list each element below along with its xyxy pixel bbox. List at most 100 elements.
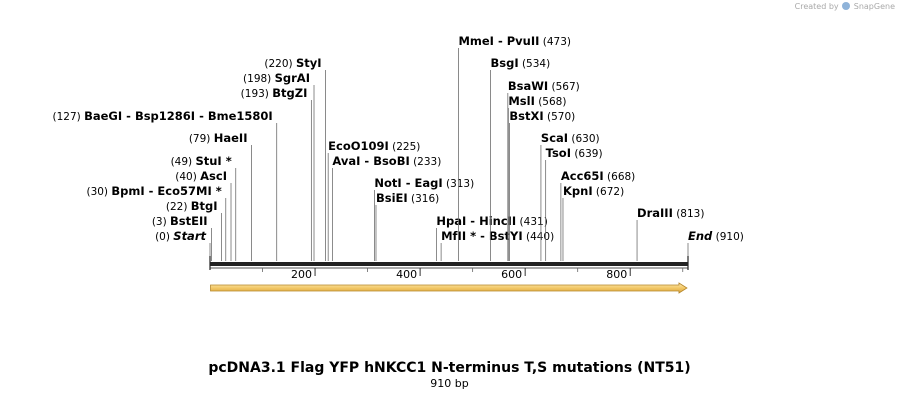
site-count: (639)	[571, 148, 603, 160]
site-bstxi[interactable]: BstXI (570)	[509, 109, 575, 261]
site-name: Eco57MI *	[157, 184, 221, 198]
site-count: (668)	[604, 171, 636, 183]
site-stui[interactable]: (49) StuI *	[171, 154, 237, 261]
site-count: (198)	[243, 73, 275, 85]
plasmid-length: 910 bp	[430, 377, 469, 390]
site-name: End	[688, 229, 713, 243]
site-count: (79)	[189, 133, 214, 145]
site-avai[interactable]: AvaI - BsoBI (233)	[331, 154, 442, 261]
site-label: BstXI (570)	[509, 109, 575, 123]
site-name: BaeGI	[84, 109, 122, 123]
site-count: (672)	[593, 186, 625, 198]
site-bsgi[interactable]: BsgI (534)	[490, 56, 550, 261]
site-count: (440)	[523, 231, 555, 243]
site-separator: -	[195, 109, 208, 123]
site-name: BsoBI	[373, 154, 410, 168]
site-name: StuI *	[195, 154, 231, 168]
site-label: MmeI - PvuII (473)	[458, 34, 571, 48]
site-count: (431)	[516, 216, 548, 228]
site-name: Bme1580I	[208, 109, 273, 123]
site-name: AscI	[200, 169, 227, 183]
site-count: (220)	[264, 58, 296, 70]
site-bsawi[interactable]: BsaWI (567)	[507, 79, 580, 261]
ruler-tick-label: 200	[291, 268, 312, 281]
ruler-tick-label: 600	[501, 268, 522, 281]
site-name: SgrAI	[275, 71, 310, 85]
site-label: BsiEI (316)	[376, 191, 439, 205]
site-count: (813)	[673, 208, 705, 220]
site-separator: -	[466, 214, 479, 228]
site-label: (193) BtgZI	[241, 86, 308, 100]
site-name: BtgZI	[272, 86, 307, 100]
site-name: KpnI	[563, 184, 593, 198]
site-label: Acc65I (668)	[561, 169, 635, 183]
site-count: (233)	[410, 156, 442, 168]
site-msli[interactable]: MslI (568)	[507, 94, 567, 261]
site-tsoi[interactable]: TsoI (639)	[545, 146, 603, 261]
site-name: ScaI	[541, 131, 568, 145]
site-count: (570)	[544, 111, 576, 123]
site-kpni[interactable]: KpnI (672)	[562, 184, 624, 261]
site-name: HaeII	[214, 131, 248, 145]
site-name: EcoO109I	[328, 139, 389, 153]
site-label: (30) BpmI - Eco57MI *	[86, 184, 221, 198]
site-ecoo109i[interactable]: EcoO109I (225)	[327, 139, 420, 261]
ruler-tick-label: 800	[606, 268, 627, 281]
site-separator: -	[122, 109, 135, 123]
site-draiii[interactable]: DraIII (813)	[636, 206, 705, 261]
site-name: PvuII	[507, 34, 540, 48]
site-label: End (910)	[688, 229, 744, 243]
site-bsiei[interactable]: BsiEI (316)	[375, 191, 439, 261]
site-label: EcoO109I (225)	[328, 139, 420, 153]
site-scai[interactable]: ScaI (630)	[540, 131, 600, 261]
site-name: HpaI	[436, 214, 466, 228]
site-label: (40) AscI	[175, 169, 227, 183]
site-count: (225)	[389, 141, 421, 153]
site-label: KpnI (672)	[563, 184, 624, 198]
feature-arrow	[210, 282, 688, 294]
site-styi[interactable]: (220) StyI	[264, 56, 326, 261]
site-asci[interactable]: (40) AscI	[175, 169, 232, 261]
site-btgi[interactable]: (22) BtgI	[166, 199, 222, 261]
site-separator: -	[494, 34, 507, 48]
site-baegi[interactable]: (127) BaeGI - Bsp1286I - Bme1580I	[53, 109, 278, 261]
site-count: (568)	[535, 96, 567, 108]
site-name: Acc65I	[561, 169, 604, 183]
site-count: (127)	[53, 111, 85, 123]
site-acc65i[interactable]: Acc65I (668)	[560, 169, 635, 261]
credit-prefix: Created by	[794, 2, 839, 11]
site-name: BsaWI	[508, 79, 548, 93]
site-start[interactable]: (0) Start	[155, 229, 211, 261]
site-btgzi[interactable]: (193) BtgZI	[241, 86, 312, 261]
site-count: (473)	[539, 36, 571, 48]
site-name: Bsp1286I	[135, 109, 195, 123]
site-count: (0)	[155, 231, 173, 243]
site-label: (0) Start	[155, 229, 206, 243]
site-haeii[interactable]: (79) HaeII	[189, 131, 252, 261]
site-count: (316)	[408, 193, 440, 205]
arrow-feature-icon[interactable]	[210, 282, 688, 294]
site-end[interactable]: End (910)	[687, 229, 744, 261]
site-label: (22) BtgI	[166, 199, 218, 213]
site-label: (79) HaeII	[189, 131, 248, 145]
site-count: (193)	[241, 88, 273, 100]
site-name: EagI	[415, 176, 443, 190]
site-label: NotI - EagI (313)	[374, 176, 474, 190]
site-bpmi[interactable]: (30) BpmI - Eco57MI *	[86, 184, 227, 261]
site-mmei[interactable]: MmeI - PvuII (473)	[458, 34, 571, 261]
site-sgrai[interactable]: (198) SgrAI	[243, 71, 315, 261]
site-count: (567)	[548, 81, 580, 93]
site-name: BsiEI	[376, 191, 408, 205]
site-bsteii[interactable]: (3) BstEII	[152, 214, 212, 261]
site-name: BsgI	[490, 56, 518, 70]
site-count: (534)	[519, 58, 551, 70]
site-name: DraIII	[637, 206, 673, 220]
site-label: (127) BaeGI - Bsp1286I - Bme1580I	[53, 109, 273, 123]
ruler-tick-label: 400	[396, 268, 417, 281]
restriction-sites: (0) Start(3) BstEII(22) BtgI(30) BpmI - …	[53, 34, 744, 261]
site-count: (910)	[712, 231, 744, 243]
site-separator: -	[476, 229, 489, 243]
site-name: BtgI	[191, 199, 218, 213]
backbone-line	[210, 262, 688, 266]
